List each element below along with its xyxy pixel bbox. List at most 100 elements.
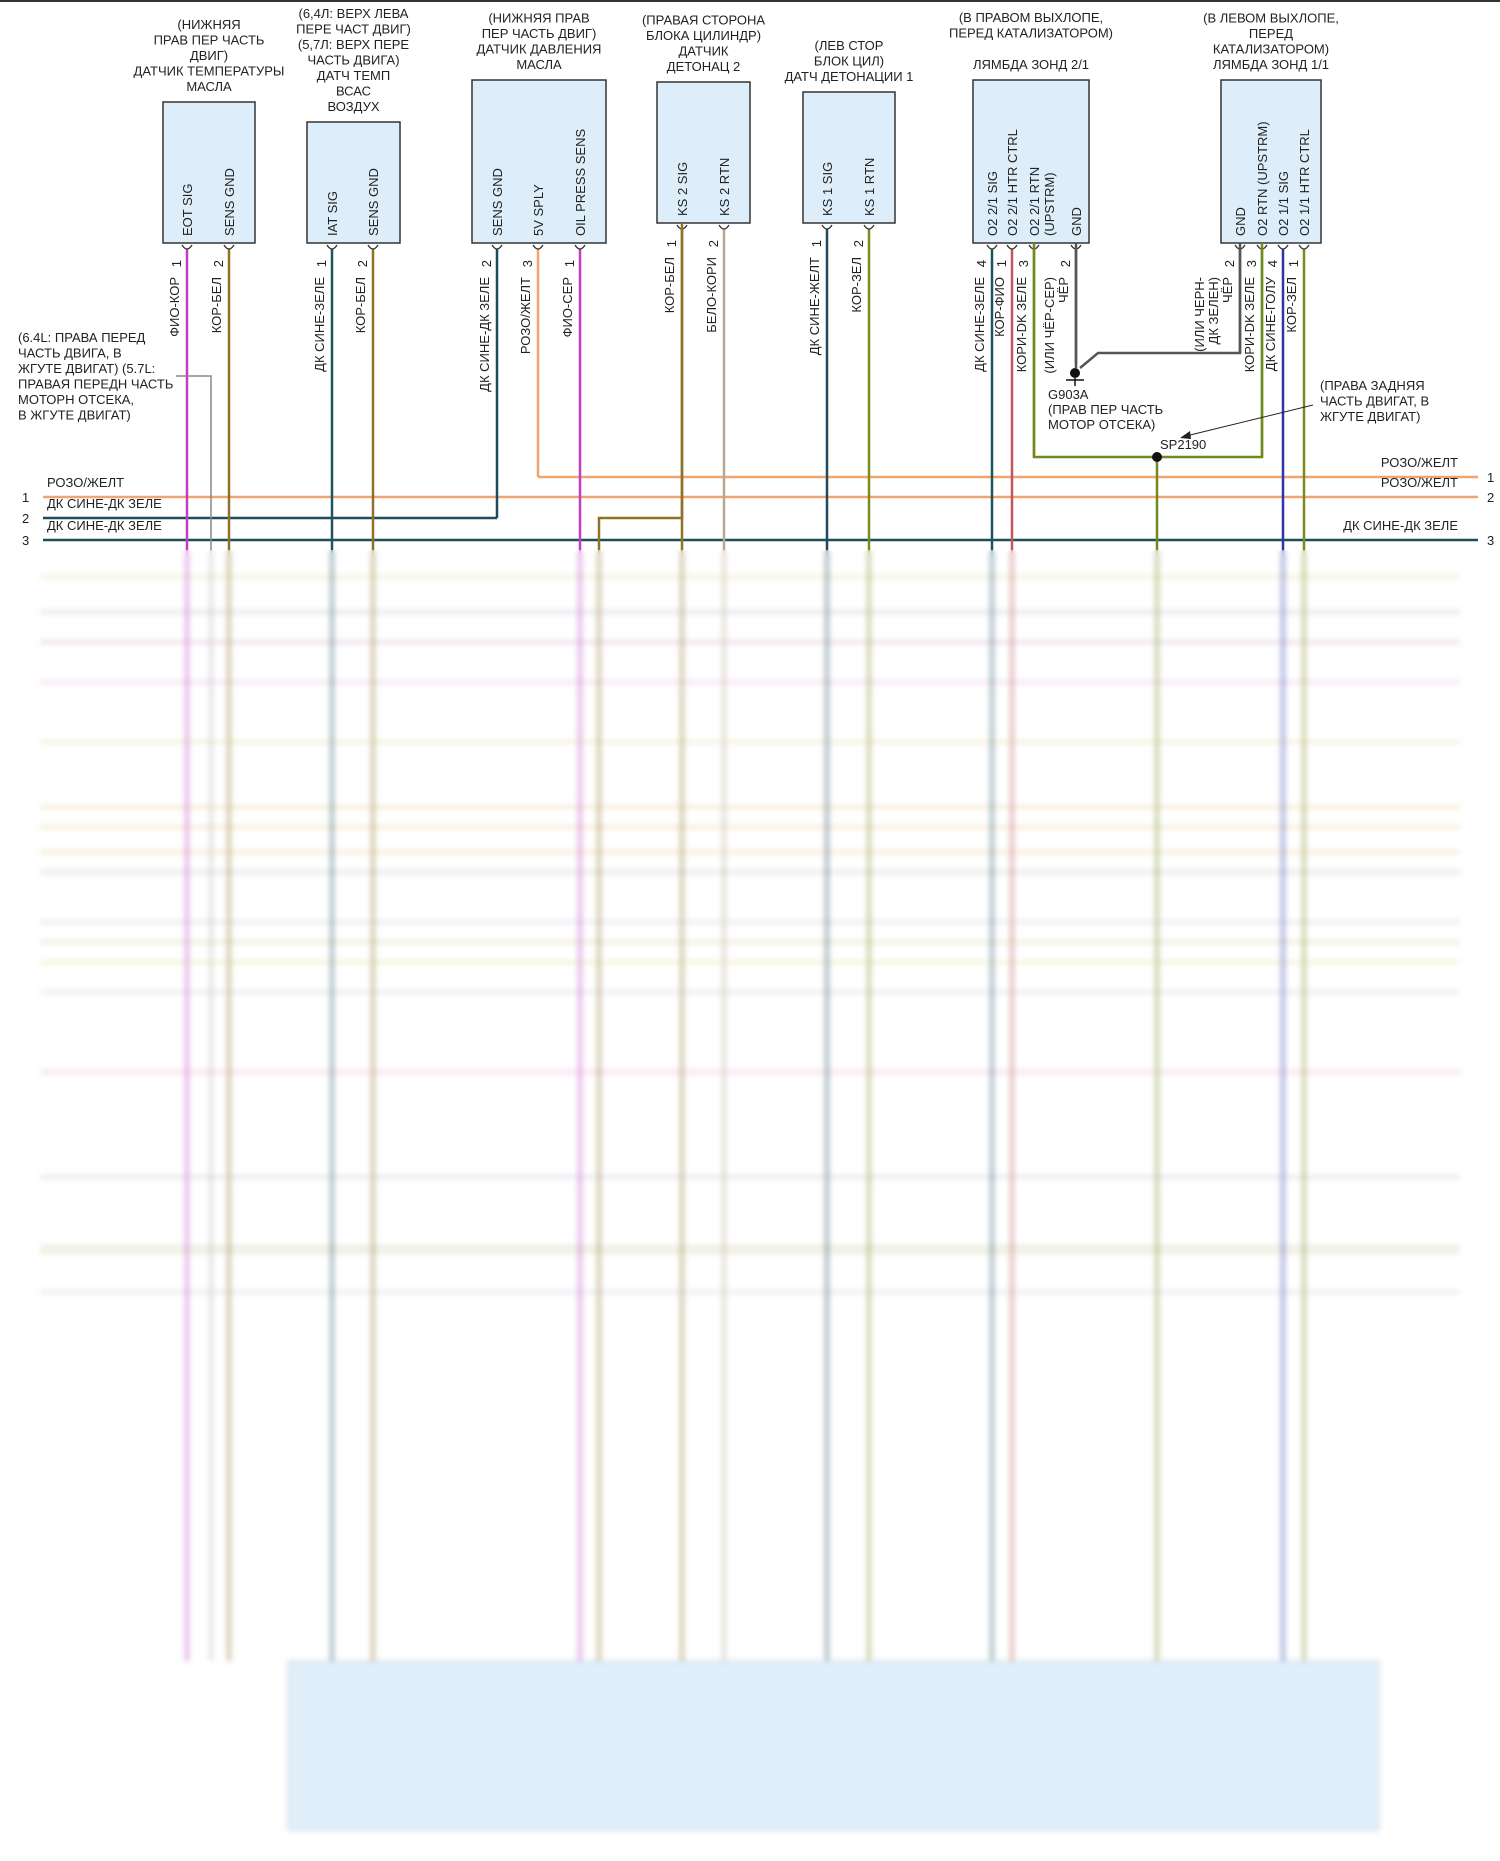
sensor-title-line: ДАТЧ ТЕМП <box>317 68 390 83</box>
bus-left-number: 3 <box>22 533 29 548</box>
sensor-title-line: (НИЖНЯЯ <box>177 17 240 32</box>
wire-color-label: КОР-ЗЕЛ <box>849 257 864 313</box>
left-location-note: (6.4L: ПРАВА ПЕРЕД <box>18 330 146 345</box>
sensor-title-line: БЛОК ЦИЛ) <box>814 54 884 69</box>
pin-number: 1 <box>314 260 329 267</box>
splice-note: ЧАСТЬ ДВИГАТ, В <box>1320 394 1429 409</box>
sensor-connector-box <box>471 79 607 244</box>
pin-number: 3 <box>520 260 535 267</box>
sensor-title-line: ПЕР ЧАСТЬ ДВИГ) <box>482 26 597 41</box>
sensor-title-line: ПРАВ ПЕР ЧАСТЬ <box>154 33 265 48</box>
wire-color-label: ЧЁР <box>1220 277 1235 303</box>
sensor-title-line: ВОЗДУХ <box>327 99 379 114</box>
wire-color-label: ФИО-СЕР <box>560 277 575 337</box>
pin-name: KS 2 RTN <box>717 158 732 216</box>
pin-terminal-icon <box>326 244 338 250</box>
splice-note: ЖГУТЕ ДВИГАТ) <box>1320 409 1420 424</box>
sensor-title-line: (5,7Л: ВЕРХ ПЕРЕ <box>298 37 410 52</box>
pin-terminal-icon <box>574 244 586 250</box>
wire-color-label: ДК СИНЕ-ЗЕЛЕ <box>312 277 327 372</box>
sensor-connector-box <box>1220 79 1322 244</box>
bus-left-number: 2 <box>22 511 29 526</box>
sensor-title-line: ЛЯМБДА ЗОНД 1/1 <box>1213 57 1329 72</box>
wire-color-label: ЧЁР <box>1056 277 1071 303</box>
left-location-note: ПРАВАЯ ПЕРЕДН ЧАСТЬ <box>18 377 173 392</box>
pin-number: 1 <box>169 260 184 267</box>
sensor-title-line: МАСЛА <box>516 57 562 72</box>
pin-number: 2 <box>851 240 866 247</box>
sensor-connector-box <box>802 91 896 224</box>
bus-right-label: РОЗО/ЖЕЛТ <box>1381 475 1458 490</box>
wire-color-label: КОРИ-DK ЗЕЛЕ <box>1242 277 1257 373</box>
pin-terminal-icon <box>1006 244 1018 250</box>
wire-color-label: КОР-БЕЛ <box>353 277 368 333</box>
sensor-title-line: (6,4Л: ВЕРХ ЛЕВА <box>299 6 409 21</box>
wire-color-label: КОРИ-DK ЗЕЛЕ <box>1014 277 1029 373</box>
sensor-connector-box <box>972 79 1090 244</box>
wire-color-label: КОР-БЕЛ <box>209 277 224 333</box>
pin-name: SENS GND <box>222 168 237 236</box>
pin-terminal-icon <box>532 244 544 250</box>
wire-color-label: КОР-БЕЛ <box>662 257 677 313</box>
pin-name: SENS GND <box>490 168 505 236</box>
pin-name: GND <box>1069 207 1084 236</box>
pin-name: EOT SIG <box>180 184 195 237</box>
pin-terminal-icon <box>863 224 875 230</box>
pin-terminal-icon <box>491 244 503 250</box>
pin-name: O2 RTN (UPSTRM) <box>1255 121 1270 236</box>
pin-name: KS 1 RTN <box>862 158 877 216</box>
sensor-title-line: ДВИГ) <box>190 48 228 63</box>
pin-terminal-icon <box>718 224 730 230</box>
pin-name: 5V SPLY <box>531 184 546 236</box>
sensor-title-line: ЛЯМБДА ЗОНД 2/1 <box>973 57 1089 72</box>
sensor-7: (В ЛЕВОМ ВЫХЛОПЕ,ПЕРЕДКАТАЛИЗАТОРОМ)ЛЯМБ… <box>1192 11 1339 1661</box>
sensor-title-line: (ЛЕВ СТОР <box>815 38 884 53</box>
sensor-connector-box <box>306 121 401 244</box>
pin-name: GND <box>1233 207 1248 236</box>
ground-id: G903A <box>1048 387 1089 402</box>
ground-location: МОТОР ОТСЕКА) <box>1048 417 1155 432</box>
pin-terminal-icon <box>986 244 998 250</box>
pin-name: IAT SIG <box>325 191 340 236</box>
sensor-title-line: (В ЛЕВОМ ВЫХЛОПЕ, <box>1203 11 1339 26</box>
ground-icon <box>1070 368 1080 378</box>
pin-number: 1 <box>562 260 577 267</box>
bus-right-label: РОЗО/ЖЕЛТ <box>1381 455 1458 470</box>
pin-name: (UPSTRM) <box>1042 172 1057 236</box>
wire-color-label: ДК ЗЕЛЕН) <box>1206 277 1221 344</box>
sensor-title-line: ЧАСТЬ ДВИГА) <box>307 53 399 68</box>
pin-name: KS 2 SIG <box>675 162 690 216</box>
sensor-title-line: МАСЛА <box>186 79 232 94</box>
sensor-title-line: КАТАЛИЗАТОРОМ) <box>1213 42 1329 57</box>
splice-note: (ПРАВА ЗАДНЯЯ <box>1320 378 1425 393</box>
pin-terminal-icon <box>223 244 235 250</box>
pin-name: KS 1 SIG <box>820 162 835 216</box>
pin-number: 4 <box>974 260 989 267</box>
sensor-title-line: ПЕРЕД КАТАЛИЗАТОРОМ) <box>949 26 1113 41</box>
left-location-note: МОТОРН ОТСЕКА, <box>18 392 134 407</box>
pin-number: 2 <box>706 240 721 247</box>
pin-number: 1 <box>994 260 1009 267</box>
sensor-title-line: (ПРАВАЯ СТОРОНА <box>642 13 765 28</box>
sensor-title-line: ВСАС <box>336 84 371 99</box>
wire-color-label: ДК СИНЕ-ЗЕЛЕ <box>972 277 987 372</box>
left-location-note: В ЖГУТЕ ДВИГАТ) <box>18 408 131 423</box>
wire-color-label: КОР-ЗЕЛ <box>1284 277 1299 333</box>
wire-color-label: (ИЛИ ЧЕРН- <box>1192 277 1207 352</box>
pin-number: 1 <box>664 240 679 247</box>
wire-color-label: ДК СИНЕ-ЖЕЛТ <box>807 257 822 355</box>
blurred-region <box>0 550 1500 1861</box>
splice-leader-line <box>1185 404 1314 437</box>
wire-color-label: ДК СИНЕ-ДК ЗЕЛЕ <box>477 277 492 392</box>
pin-name: O2 2/1 HTR CTRL <box>1005 129 1020 236</box>
sensor-title-line: ДЕТОНАЦ 2 <box>667 59 740 74</box>
sensor-title-line: ПЕРЕД <box>1249 26 1293 41</box>
arrow-icon <box>1180 431 1191 439</box>
pin-name: O2 2/1 SIG <box>985 171 1000 236</box>
pin-name: O2 1/1 SIG <box>1276 171 1291 236</box>
sensor-title-line: ДАТЧИК <box>679 44 729 59</box>
wire-color-label: ДК СИНЕ-ГОЛУ <box>1263 276 1278 371</box>
bus-right-number: 1 <box>1487 470 1494 485</box>
pin-name: SENS GND <box>366 168 381 236</box>
